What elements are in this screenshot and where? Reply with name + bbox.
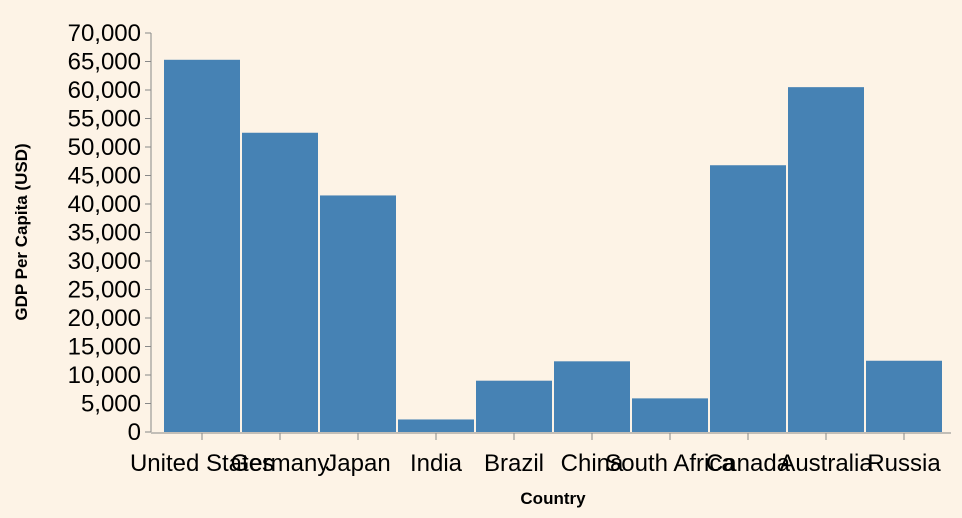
x-tick-label: Australia [779, 450, 873, 477]
bar [866, 360, 942, 432]
y-tick-label: 70,000 [68, 20, 141, 47]
x-tick-label: India [410, 450, 463, 477]
x-tick-label: Germany [231, 450, 330, 477]
x-axis-title: Country [520, 489, 586, 508]
bar [398, 419, 474, 432]
x-tick-label: Canada [706, 450, 791, 477]
x-tick-label: United States [130, 450, 274, 477]
y-tick-label: 10,000 [68, 362, 141, 389]
y-tick-label: 45,000 [68, 163, 141, 190]
bar [788, 87, 864, 433]
y-tick-label: 5,000 [81, 391, 141, 418]
y-tick-label: 20,000 [68, 305, 141, 332]
bar [632, 398, 708, 432]
bar [320, 195, 396, 432]
y-tick-label: 60,000 [68, 77, 141, 104]
bar [242, 132, 318, 432]
bar [710, 165, 786, 433]
y-tick-label: 55,000 [68, 106, 141, 133]
y-tick-label: 30,000 [68, 248, 141, 275]
x-tick-label: Brazil [484, 450, 544, 477]
bars [164, 59, 942, 433]
bar [554, 361, 630, 432]
y-tick-label: 35,000 [68, 220, 141, 247]
y-axis: 05,00010,00015,00020,00025,00030,00035,0… [68, 20, 152, 446]
x-tick-label: Japan [325, 450, 390, 477]
x-tick-label: China [561, 450, 624, 477]
y-tick-label: 15,000 [68, 334, 141, 361]
y-tick-label: 0 [128, 419, 141, 446]
bar [476, 380, 552, 432]
y-tick-label: 40,000 [68, 191, 141, 218]
y-tick-label: 50,000 [68, 134, 141, 161]
x-tick-label: South Africa [605, 450, 735, 477]
bar [164, 59, 240, 432]
x-tick-label: Russia [867, 450, 941, 477]
y-tick-label: 65,000 [68, 49, 141, 76]
y-axis-title: GDP Per Capita (USD) [12, 143, 31, 320]
y-tick-label: 25,000 [68, 277, 141, 304]
